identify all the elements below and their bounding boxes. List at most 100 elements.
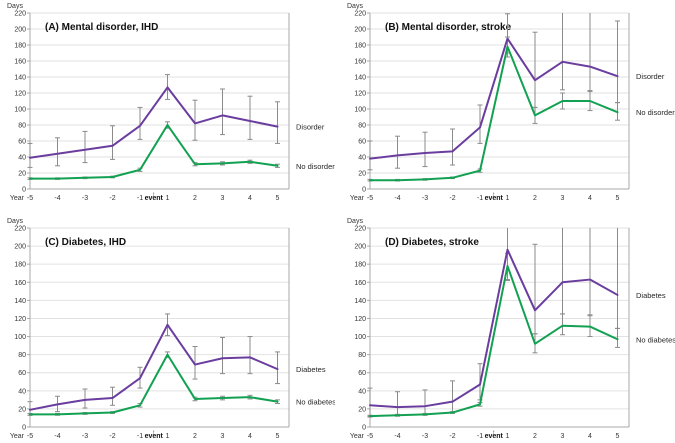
y-tick-label: 220 [14, 226, 26, 233]
x-axis-title: Year [10, 195, 25, 202]
event-label: event [485, 433, 504, 440]
series-line-no-disorder [369, 45, 619, 182]
x-tick-label: 2 [193, 433, 197, 440]
y-tick-label: 80 [358, 352, 366, 359]
x-tick-label: 3 [561, 433, 565, 440]
x-tick-label: -2 [449, 195, 455, 202]
y-tick-label: 160 [354, 280, 366, 287]
y-tick-label: 20 [358, 406, 366, 413]
x-tick-label: 5 [616, 433, 620, 440]
y-tick-label: 60 [358, 139, 366, 146]
y-tick-label: 180 [14, 262, 26, 269]
panel-diabetes-ihd: 0 20 40 60 80 100 120 140 160 180 200 220 Days (C) Di… [0, 215, 336, 443]
y-tick-label: 180 [354, 43, 366, 50]
series-line-no-diabetes [369, 264, 619, 418]
x-tick-label: -4 [394, 195, 400, 202]
series-line-no-diabetes [29, 353, 279, 416]
y-axis-title: Days [347, 3, 363, 10]
panel-diabetes-stroke: 0 20 40 60 80 100 120 140 160 180 200 220 Days (D) Di… [340, 215, 675, 443]
x-tick-label: -2 [109, 195, 115, 202]
legend-label-disorder: Disorder [296, 123, 325, 132]
y-tick-label: 120 [354, 316, 366, 323]
legend-label-no-diabetes: No diabetes [296, 398, 335, 407]
y-tick-label: 120 [14, 91, 26, 98]
x-tick-label: -5 [367, 433, 373, 440]
y-tick-label: 120 [354, 91, 366, 98]
y-axis-title: Days [347, 218, 363, 225]
x-tick-label: 4 [248, 195, 252, 202]
y-tick-label: 200 [14, 244, 26, 251]
x-tick-label: 2 [533, 433, 537, 440]
y-tick-label: 100 [14, 107, 26, 114]
y-tick-label: 180 [354, 262, 366, 269]
y-tick-label: 220 [14, 11, 26, 18]
x-tick-label: 4 [588, 195, 592, 202]
panel-mental-disorder-ihd: 0 20 40 60 80 100 120 140 160 180 200 220 Days (A) Me… [0, 0, 335, 215]
y-tick-label: 20 [18, 406, 26, 413]
y-tick-label: 140 [354, 75, 366, 82]
series-line-diabetes [29, 323, 279, 411]
y-tick-label: 0 [22, 425, 26, 432]
y-tick-label: 40 [358, 388, 366, 395]
x-tick-label: 1 [506, 433, 510, 440]
event-label: event [145, 433, 164, 440]
legend-label-disorder: Disorder [636, 72, 665, 81]
x-tick-label: 1 [166, 195, 170, 202]
y-tick-label: 160 [354, 59, 366, 66]
x-tick-label: 5 [616, 195, 620, 202]
x-tick-label: -5 [27, 433, 33, 440]
x-tick-label: -5 [27, 195, 33, 202]
y-tick-label: 160 [14, 280, 26, 287]
y-tick-label: 0 [362, 425, 366, 432]
y-tick-label: 220 [354, 11, 366, 18]
y-tick-label: 200 [354, 27, 366, 34]
legend-label-diabetes: Diabetes [636, 291, 666, 300]
event-arrow-icon: ↑ [152, 191, 155, 198]
x-tick-label: -3 [422, 195, 428, 202]
x-tick-label: 3 [221, 195, 225, 202]
series-line-no-disorder [29, 124, 279, 180]
x-tick-label: 1 [506, 195, 510, 202]
y-tick-label: 120 [14, 316, 26, 323]
x-tick-label: 3 [221, 433, 225, 440]
y-tick-label: 80 [18, 123, 26, 130]
panel-title: (C) Diabetes, IHD [45, 237, 126, 248]
y-tick-label: 80 [18, 352, 26, 359]
y-tick-label: 0 [22, 187, 26, 194]
y-tick-label: 200 [14, 27, 26, 34]
y-tick-label: 140 [14, 298, 26, 305]
x-tick-label: 4 [588, 433, 592, 440]
y-tick-label: 20 [18, 171, 26, 178]
y-tick-label: 100 [354, 107, 366, 114]
y-tick-label: 100 [354, 334, 366, 341]
y-axis-title: Days [7, 218, 23, 225]
y-tick-label: 0 [362, 187, 366, 194]
x-axis-title: Year [350, 433, 365, 440]
y-tick-label: 20 [358, 171, 366, 178]
x-tick-label: -2 [449, 433, 455, 440]
y-tick-label: 60 [18, 370, 26, 377]
event-arrow-icon: ↑ [152, 429, 155, 436]
x-tick-label: 4 [248, 433, 252, 440]
panel-mental-disorder-stroke: 0 20 40 60 80 100 120 140 160 180 200 220 Days (B) Me… [340, 0, 675, 215]
y-tick-label: 60 [358, 370, 366, 377]
y-tick-label: 140 [354, 298, 366, 305]
y-tick-label: 100 [14, 334, 26, 341]
x-axis-title: Year [10, 433, 25, 440]
event-label: event [145, 195, 164, 202]
y-tick-label: 160 [14, 59, 26, 66]
x-tick-label: 1 [166, 433, 170, 440]
event-arrow-icon: ↑ [492, 191, 495, 198]
x-tick-label: 2 [193, 195, 197, 202]
x-tick-label: -1 [137, 433, 143, 440]
y-tick-label: 60 [18, 139, 26, 146]
x-axis-title: Year [350, 195, 365, 202]
event-arrow-icon: ↑ [492, 429, 495, 436]
y-tick-label: 220 [354, 226, 366, 233]
panel-title: (D) Diabetes, stroke [385, 237, 479, 248]
panel-title: (A) Mental disorder, IHD [45, 22, 158, 33]
x-tick-label: -3 [422, 433, 428, 440]
